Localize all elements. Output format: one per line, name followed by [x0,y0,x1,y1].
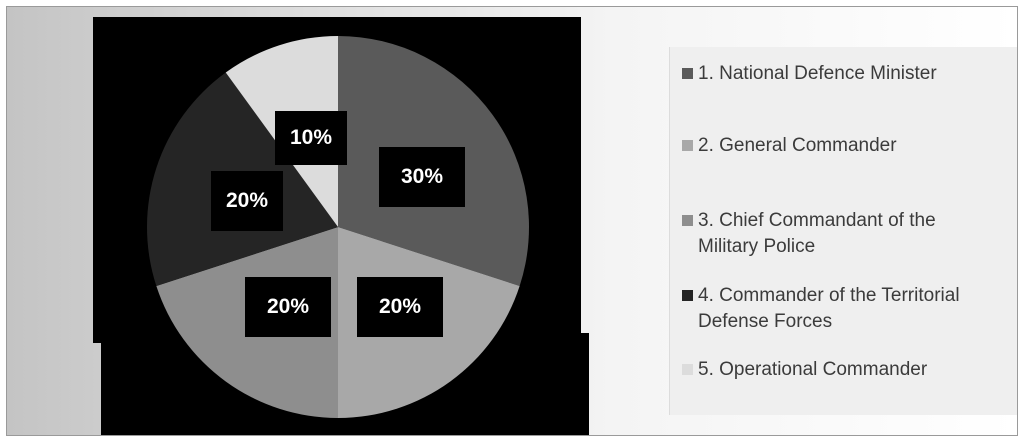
legend-item-2: 2. General Commander [682,133,1017,159]
data-label-slice-2: 20% [357,277,443,337]
legend-item-3: 3. Chief Commandant of the Military Polic… [682,208,1017,260]
legend-swatch-3 [682,215,693,226]
legend-label-2: 2. General Commander [698,135,897,156]
legend-label-3: 3. Chief Commandant of the Military Polic… [698,210,936,257]
data-label-slice-5: 10% [275,111,347,165]
legend-swatch-5 [682,364,693,375]
data-label-slice-4: 20% [211,171,283,231]
data-label-slice-1: 30% [379,147,465,207]
legend-label-1: 1. National Defence Minister [698,63,937,84]
legend-swatch-1 [682,68,693,79]
legend-item-1: 1. National Defence Minister [682,61,1017,87]
legend-label-5: 5. Operational Commander [698,359,928,380]
legend-swatch-2 [682,140,693,151]
data-label-slice-3: 20% [245,277,331,337]
legend-swatch-4 [682,290,693,301]
legend: 1. National Defence Minister 2. General … [669,47,1017,415]
legend-item-5: 5. Operational Commander [682,357,1017,383]
chart-frame: 30% 20% 20% 20% 10% 1. National Defence … [6,6,1018,436]
legend-label-4: 4. Commander of the Territorial Defense F… [698,285,960,332]
legend-item-4: 4. Commander of the Territorial Defense F… [682,283,1017,335]
